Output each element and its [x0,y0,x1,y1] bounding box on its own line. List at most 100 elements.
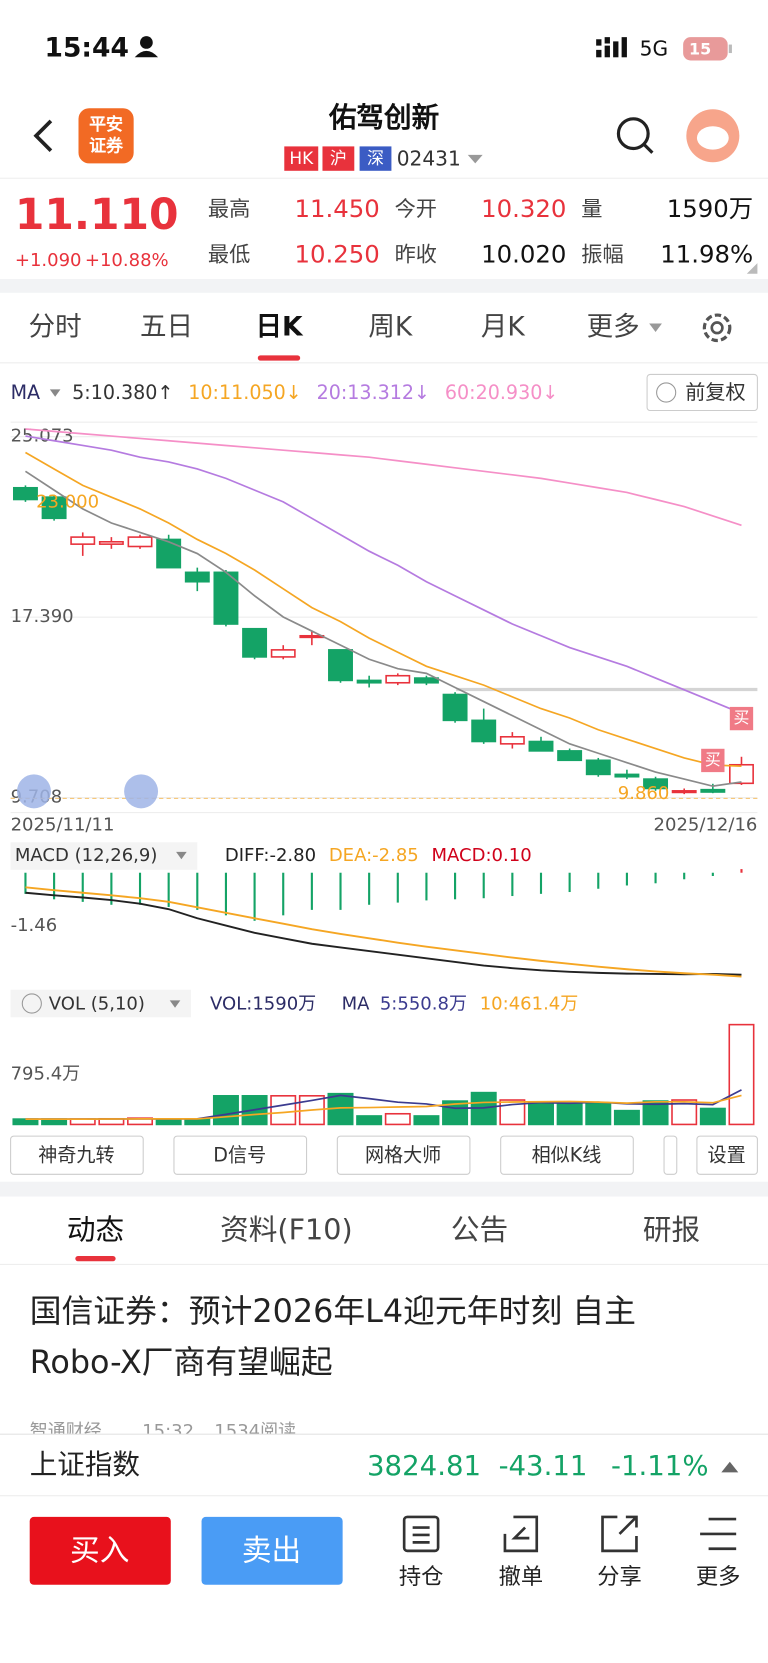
high-label: 23.000 [36,491,99,512]
candle-body [614,773,640,778]
volume-ma-line [25,1094,742,1120]
news-tab[interactable]: 研报 [643,1213,700,1247]
dropdown-arrow[interactable] [467,154,483,164]
candle-body [12,486,38,501]
volume-bar [270,1095,297,1126]
nav-label[interactable]: 分享 [597,1564,642,1590]
stock-name: 佑驾创新 [328,101,439,134]
candle-body [442,693,468,722]
tool-button[interactable] [663,1135,678,1175]
tool-button[interactable] [173,1135,308,1175]
zoom-button[interactable] [124,774,159,809]
buy-label: 买入 [70,1533,129,1568]
price-change: +1.090 [15,250,82,271]
indicator-box[interactable] [10,989,191,1018]
field-value: 11.450 [294,194,379,223]
macd-line [25,886,742,978]
tag-label: HK [289,149,314,169]
scroll-button[interactable] [16,774,51,809]
network-label: 5G [640,36,668,60]
ma-line [25,451,742,768]
indicator-label: VOL (5,10) [49,994,145,1015]
indicator-box[interactable] [10,842,198,870]
tool-button[interactable] [696,1135,758,1175]
back-button[interactable] [33,119,53,152]
adjust-button[interactable] [646,373,758,412]
tool-label: D信号 [213,1144,266,1167]
search-button[interactable] [616,117,654,154]
price-change-pct: +10.88% [85,250,169,271]
candle-body [356,679,382,684]
news-tab[interactable]: 动态 [67,1213,124,1247]
low-label: 9.860 [618,783,670,804]
sell-label: 卖出 [242,1533,301,1568]
settings-button[interactable] [702,313,732,343]
candle-body [700,788,726,793]
adjust-label: 前复权 [685,380,745,404]
candle-body [413,677,439,684]
field-label: 今开 [395,197,437,222]
tool-button[interactable] [500,1135,634,1175]
nav-label[interactable]: 持仓 [399,1564,444,1590]
buy-button[interactable] [29,1516,171,1585]
tab[interactable]: 分时 [29,311,82,342]
ma-line [25,428,742,527]
avatar-face [696,126,729,150]
news-tab[interactable]: 公告 [451,1213,508,1247]
nav-label[interactable]: 撤单 [499,1564,544,1590]
dropdown-arrow [649,323,662,333]
tab[interactable]: 更多 [587,311,640,342]
nav-icons [402,1515,737,1553]
tab[interactable]: 五日 [140,311,193,342]
indicator-label: MACD (12,26,9) [15,845,158,866]
ma-line [24,470,742,788]
candle-body [242,627,268,658]
signal-badge [701,748,725,773]
tab[interactable]: 月K [481,311,526,342]
info-icon [656,382,677,403]
legend-entry: DIFF:-2.80 [225,845,316,866]
stock-code: 02431 [397,147,461,171]
volume-bar [556,1102,583,1126]
news-headline[interactable]: 国信证券：预计2026年L4迎元年时刻 自主 [30,1292,636,1330]
field-label: 最低 [208,243,250,268]
tool-label: 设置 [708,1144,746,1167]
index-bar[interactable] [0,1434,768,1496]
index-change-pct: -1.11% [611,1449,709,1482]
news-tab[interactable]: 资料(F10) [220,1213,352,1247]
field-label: 振幅 [581,243,623,268]
candle-body [471,719,497,743]
last-price: 11.110 [15,191,179,240]
volume-bar [613,1109,640,1126]
legend-entry: DEA:-2.85 [329,845,419,866]
person-icon [134,36,159,58]
ma-line [25,435,742,715]
tab[interactable]: 周K [368,311,412,342]
broker-logo [78,108,134,164]
dropdown-arrow[interactable] [49,389,61,397]
x-tick-label: 2025/12/16 [654,814,758,835]
volume-bar [528,1102,554,1126]
volume-bar [356,1115,383,1126]
field-value: 10.320 [481,194,566,223]
gap [0,1181,768,1197]
tab[interactable]: 日K [255,311,303,342]
y-tick-label: 25.073 [11,426,74,447]
candle-body [41,496,67,520]
sell-button[interactable] [201,1516,343,1585]
candle-body [156,538,182,569]
legend-entry: 10:461.4万 [480,994,579,1015]
candle-body [328,649,353,682]
nav-label[interactable]: 更多 [696,1564,741,1590]
logo-text: 证券 [89,135,124,156]
tool-button[interactable] [10,1135,144,1175]
ma-label: MA [342,994,371,1015]
index-value: 3824.81 [367,1449,481,1482]
expand-arrow[interactable] [721,1461,739,1473]
tool-button[interactable] [336,1135,471,1175]
news-headline[interactable]: Robo-X厂商有望崛起 [30,1343,333,1381]
legend-entry: 5:10.380↑ [72,381,173,404]
battery [683,37,728,61]
